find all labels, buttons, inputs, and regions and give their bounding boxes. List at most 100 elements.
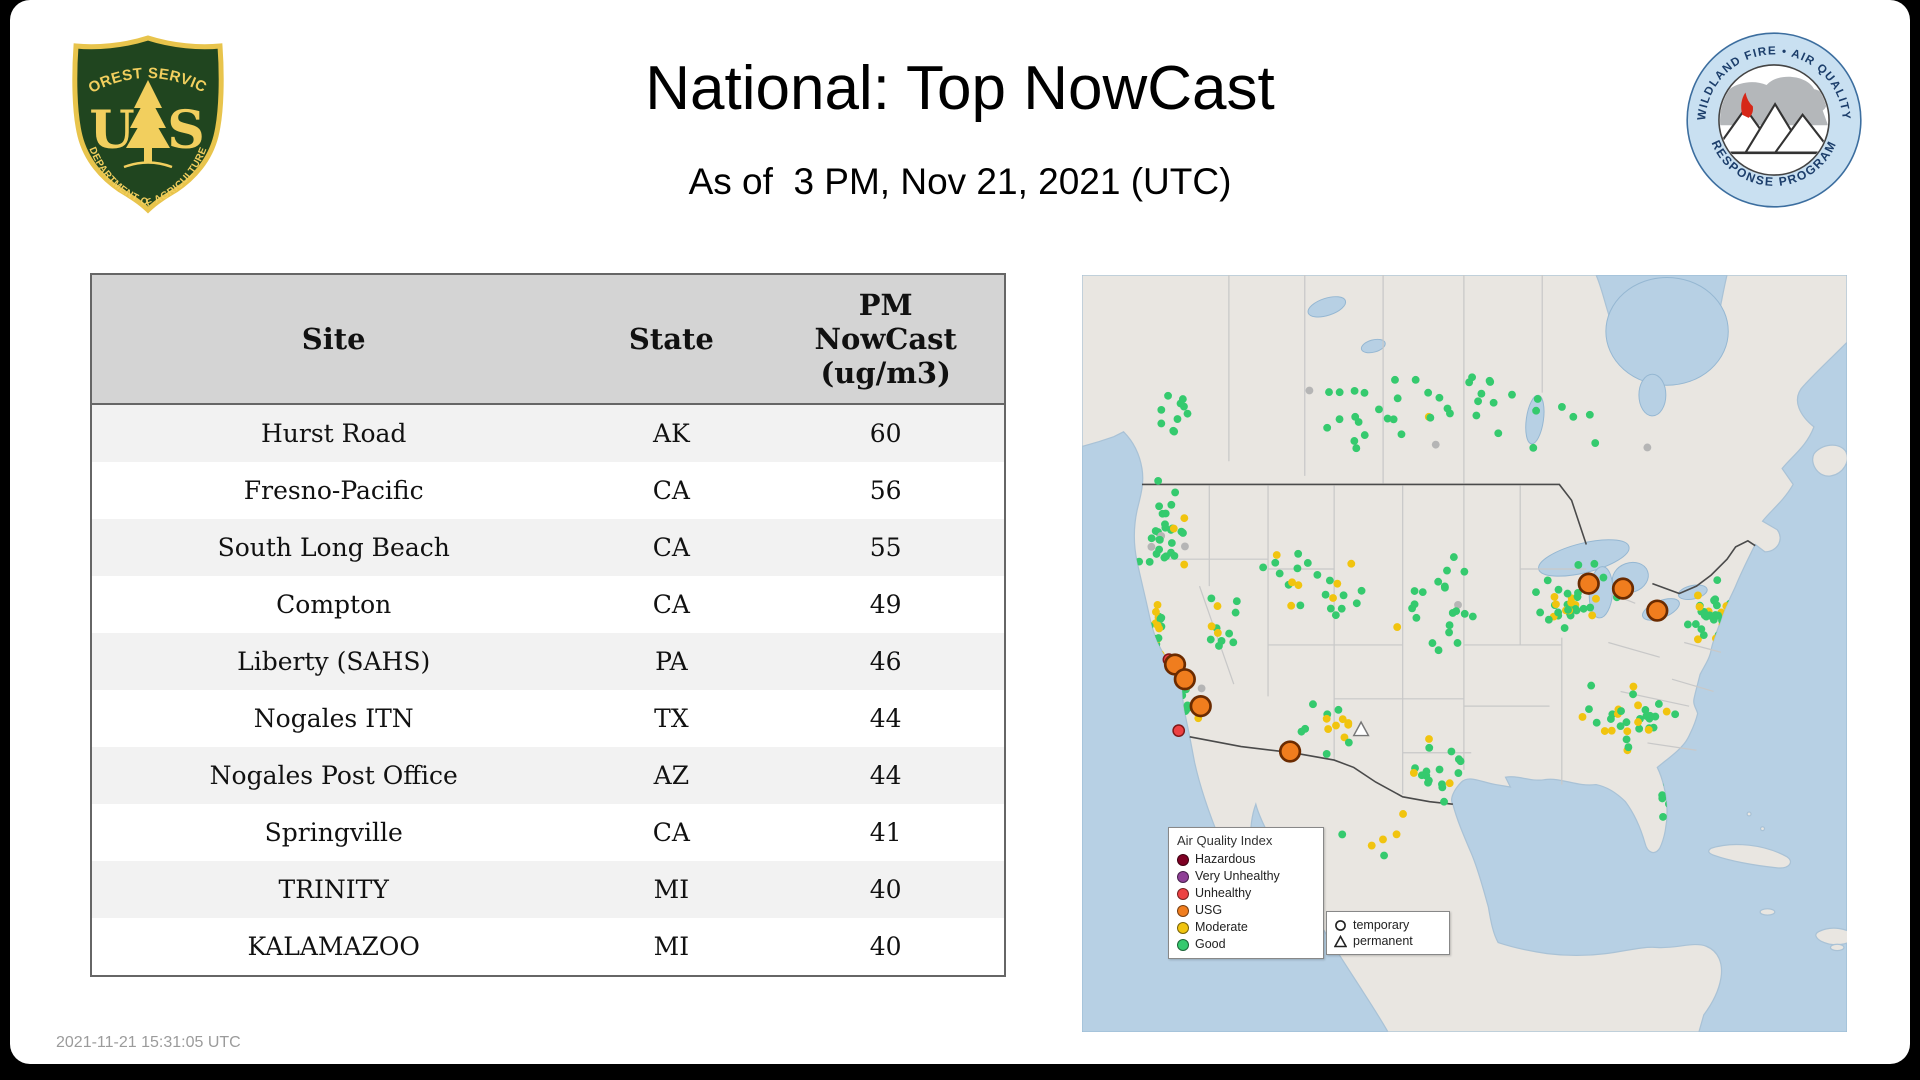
station-dot xyxy=(1554,585,1563,594)
wildland-fire-air-quality-logo: WILDLAND FIRE • AIR QUALITY RESPONSE PRO… xyxy=(1686,32,1862,208)
nowcast-table-container: Site State PM NowCast (ug/m3) Hurst Road AK… xyxy=(90,273,1006,977)
station-dot xyxy=(1167,539,1176,547)
table-row: Nogales Post Office AZ 44 xyxy=(91,747,1005,804)
station-dot xyxy=(1169,426,1178,435)
station-dot xyxy=(1207,594,1216,603)
station-dot xyxy=(1443,566,1451,575)
station-dot xyxy=(1391,375,1399,384)
station-dot xyxy=(1468,373,1477,382)
station-dot xyxy=(1574,588,1582,597)
aqi-color-dot xyxy=(1177,938,1189,951)
lakes xyxy=(1307,276,1729,621)
station-dot xyxy=(1460,567,1469,576)
station-dot xyxy=(1445,628,1453,637)
station-dot xyxy=(1352,599,1361,608)
station-dot xyxy=(1662,707,1671,716)
aqi-color-dot xyxy=(1177,870,1189,883)
station-dot xyxy=(1326,604,1335,613)
station-dot xyxy=(1272,551,1281,559)
station-dot xyxy=(1399,810,1407,818)
aqi-color-dot xyxy=(1177,853,1189,866)
station-dot xyxy=(1393,394,1402,403)
station-dot xyxy=(1435,765,1444,774)
aqi-color-dot xyxy=(1177,887,1189,900)
station-dot xyxy=(1213,602,1222,611)
aqi-legend: Air Quality Index Hazardous Very Unhealth… xyxy=(1168,827,1324,959)
station-dot xyxy=(1360,431,1369,440)
station-dot xyxy=(1154,476,1163,485)
station-dot xyxy=(1294,549,1303,558)
map-markers-layer xyxy=(1162,572,1669,763)
station-dot xyxy=(1438,783,1447,792)
aqi-color-dot xyxy=(1177,904,1189,917)
station-dot xyxy=(1344,738,1353,747)
station-dot xyxy=(1155,502,1164,511)
station-dot xyxy=(1180,514,1189,523)
station-dot xyxy=(1600,727,1609,735)
station-dot xyxy=(1347,559,1356,568)
station-dot xyxy=(1468,612,1477,621)
station-dot xyxy=(1173,415,1182,423)
station-dot xyxy=(1179,529,1187,537)
station-dot xyxy=(1334,705,1343,714)
station-dot xyxy=(1350,386,1359,395)
usg-site-marker xyxy=(1278,740,1302,763)
station-dot xyxy=(1622,735,1631,744)
station-dot xyxy=(1554,608,1563,617)
station-dot xyxy=(1153,600,1162,609)
station-dot xyxy=(1229,638,1238,647)
station-dot xyxy=(1337,604,1346,613)
station-dot xyxy=(1213,629,1222,637)
station-dot xyxy=(1590,559,1599,568)
forest-service-logo: FOREST SERVICE U S DEPARTMENT OF AGRICUL… xyxy=(68,34,224,214)
station-dot xyxy=(1383,414,1392,423)
station-dot xyxy=(1567,598,1576,607)
column-header: State xyxy=(575,274,768,405)
pine-tree-icon xyxy=(123,80,173,169)
station-dot xyxy=(1176,399,1185,408)
table-row: Fresno-Pacific CA 56 xyxy=(91,462,1005,519)
station-dot xyxy=(1592,718,1601,727)
station-dot xyxy=(1440,797,1448,806)
station-dot xyxy=(1321,590,1330,599)
table-row: Compton CA 49 xyxy=(91,576,1005,633)
station-dot xyxy=(1360,388,1369,397)
station-dot xyxy=(1558,403,1566,411)
station-dot xyxy=(1694,635,1702,644)
station-dot xyxy=(1460,609,1469,618)
aqi-legend-item: Good xyxy=(1177,936,1315,953)
column-header: PM NowCast (ug/m3) xyxy=(767,274,1005,405)
station-dot xyxy=(1629,690,1637,699)
station-dot xyxy=(1350,437,1359,445)
station-dot xyxy=(1215,641,1223,650)
station-dot xyxy=(1324,725,1333,733)
legend-item-temporary: temporary xyxy=(1334,917,1442,933)
station-dot xyxy=(1624,743,1633,752)
station-dot xyxy=(1338,830,1347,839)
station-dot xyxy=(1563,589,1572,598)
station-dot xyxy=(1711,611,1720,619)
station-dot xyxy=(1379,835,1387,844)
page-title: National: Top NowCast xyxy=(645,54,1275,123)
station-dot xyxy=(1147,534,1156,543)
islands xyxy=(1708,444,1847,952)
station-dot xyxy=(1592,594,1600,603)
station-dot xyxy=(1683,620,1692,629)
us-mexico-border xyxy=(1189,736,1453,805)
station-dot xyxy=(1634,701,1642,710)
table-body: Hurst Road AK 60 Fresno-Pacific CA 56 South Lo… xyxy=(91,404,1005,976)
station-dot xyxy=(1305,386,1314,395)
station-dot xyxy=(1472,411,1481,420)
station-dot xyxy=(1288,578,1296,587)
station-dot xyxy=(1392,830,1401,839)
station-dot xyxy=(1489,398,1498,407)
station-dot xyxy=(1560,624,1569,632)
station-dot xyxy=(1161,520,1169,529)
station-dot xyxy=(1167,500,1176,509)
station-dot xyxy=(1158,509,1167,518)
station-dot xyxy=(1634,718,1642,727)
station-dot xyxy=(1367,841,1376,850)
station-dot xyxy=(1434,646,1443,655)
station-dot xyxy=(1585,410,1594,419)
table-row: KALAMAZOO MI 40 xyxy=(91,918,1005,976)
